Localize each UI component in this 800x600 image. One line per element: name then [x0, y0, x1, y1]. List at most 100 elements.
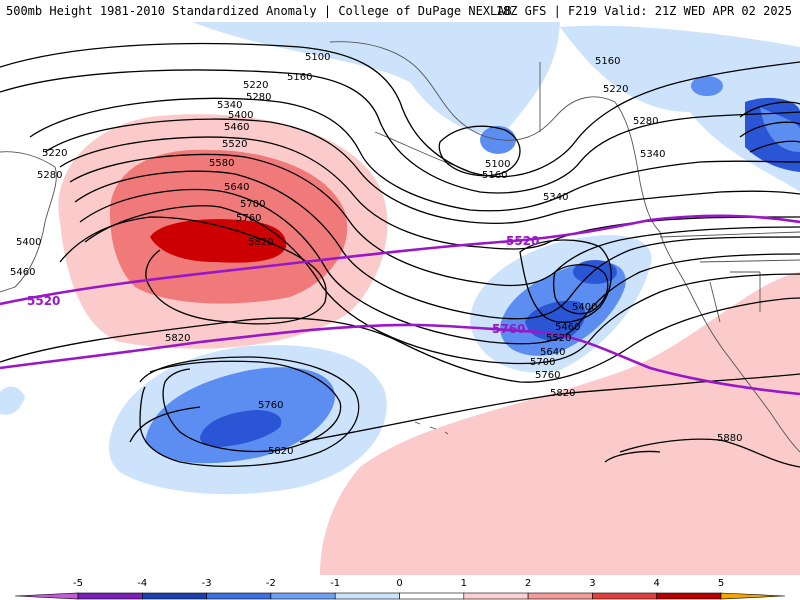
contour-label: 5280: [37, 170, 62, 181]
contour-label: 5820: [550, 388, 575, 399]
anomaly-negative-dark: [573, 260, 617, 284]
contour-label: 5160: [287, 72, 312, 83]
legend-tick-label: -1: [330, 578, 340, 589]
contour-5760: [0, 323, 800, 396]
contour-5520: [0, 214, 800, 306]
contour-line: [438, 125, 521, 177]
contour-label: 5220: [603, 84, 628, 95]
contour-label: 5220: [243, 80, 268, 91]
legend-swatch: [656, 592, 722, 600]
contour-label: 5280: [633, 116, 658, 127]
contour-label: 5820: [165, 333, 190, 344]
map-title: 500mb Height 1981-2010 Standardized Anom…: [6, 4, 512, 18]
state-borders: [659, 231, 800, 323]
contour-label: 5580: [209, 158, 234, 169]
legend-swatch: [142, 592, 207, 600]
contour-line: [79, 188, 800, 345]
legend-swatch: [592, 592, 658, 600]
legend-swatch: [77, 592, 143, 600]
contour-line: [69, 153, 800, 287]
contour-label: 5400: [572, 302, 597, 313]
map-header: 500mb Height 1981-2010 Standardized Anom…: [0, 0, 800, 22]
legend-swatch: [334, 592, 400, 600]
contour-line: [74, 170, 800, 320]
contour-label: 5100: [305, 52, 330, 63]
contour-line: [129, 373, 800, 443]
contour-line: [44, 118, 800, 225]
legend-ticks: -5 -4 -3 -2 -1 0 1 2 3 4 5: [73, 578, 724, 589]
anomaly-negative-light: [192, 22, 560, 134]
contour-line: [0, 69, 800, 194]
contour-line: [552, 264, 609, 315]
contour-label: 5700: [530, 357, 555, 368]
contour-label: 5280: [246, 92, 271, 103]
contour-label: 5400: [228, 110, 253, 121]
contour-label: 5460: [224, 122, 249, 133]
contour-label: 5460: [555, 322, 580, 333]
contour-label: 5820: [248, 237, 273, 248]
legend-tick-label: -3: [202, 578, 212, 589]
anomaly-negative-dark: [200, 410, 282, 447]
contour-label: 5820: [268, 446, 293, 457]
legend-tick-label: 3: [589, 578, 595, 589]
contour-line: [0, 297, 800, 383]
contour-label: 5340: [640, 149, 665, 160]
contour-label: 5880: [717, 433, 742, 444]
contour-label: 5220: [42, 148, 67, 159]
contour-label: 5160: [482, 170, 507, 181]
contour-label: 5700: [240, 199, 265, 210]
legend-swatch: [399, 592, 465, 600]
color-legend: -5 -4 -3 -2 -1 0 1 2 3 4 5: [0, 575, 800, 600]
contour-label: 5520: [546, 333, 571, 344]
legend-tick-label: 2: [525, 578, 531, 589]
contour-label: 5520: [222, 139, 247, 150]
contour-label: 5340: [217, 100, 242, 111]
legend-svg: -5 -4 -3 -2 -1 0 1 2 3 4 5: [14, 578, 786, 600]
contour-label: 5760: [258, 400, 283, 411]
contour-label: 5400: [16, 237, 41, 248]
legend-tick-label: 5: [718, 578, 724, 589]
contour-label: 5160: [595, 56, 620, 67]
contour-line: [139, 356, 360, 467]
valid-time: 18Z GFS | F219 Valid: 21Z WED APR 02 202…: [495, 4, 792, 18]
anomaly-shading: [0, 22, 800, 575]
anomaly-negative-dark: [525, 300, 586, 341]
highlight-label: 5520: [506, 234, 539, 248]
contour-line: [0, 42, 800, 178]
contour-label: 5760: [535, 370, 560, 381]
anomaly-positive-dark: [150, 219, 287, 263]
anomaly-negative-mid: [691, 76, 723, 96]
anomaly-positive-light: [320, 272, 800, 575]
legend-swatch: [270, 592, 336, 600]
anomaly-negative-light: [0, 386, 25, 415]
highlight-label: 5520: [27, 294, 60, 308]
legend-tick-label: -2: [266, 578, 276, 589]
anomaly-negative-mid: [480, 126, 516, 154]
contour-line: [519, 239, 612, 323]
hawaii-islands: [414, 421, 449, 435]
contour-label: 5340: [543, 192, 568, 203]
legend-tick-label: -4: [137, 578, 147, 589]
contour-label: 5640: [540, 347, 565, 358]
highlight-label: 5760: [492, 322, 525, 336]
legend-swatch: [463, 592, 529, 600]
highlight-contours: [0, 214, 800, 396]
legend-arrow-right: [720, 592, 786, 600]
legend-tick-label: 0: [396, 578, 402, 589]
contour-line: [84, 205, 800, 365]
legend-tick-label: 1: [461, 578, 467, 589]
contour-label: 5760: [236, 213, 261, 224]
contour-line: [29, 97, 800, 212]
legend-swatch: [206, 592, 272, 600]
contour-line: [604, 438, 800, 468]
anomaly-negative-light: [560, 25, 800, 192]
legend-bars: [14, 592, 786, 600]
contour-label: 5460: [10, 267, 35, 278]
legend-tick-label: -5: [73, 578, 83, 589]
map-svg: 5100 5160 5220 5280 5340 5400 5460 5520 …: [0, 22, 800, 575]
contour-labels: 5100 5160 5220 5280 5340 5400 5460 5520 …: [10, 52, 742, 457]
legend-tick-label: 4: [654, 578, 660, 589]
weather-map: 5100 5160 5220 5280 5340 5400 5460 5520 …: [0, 22, 800, 575]
asia-coast: [0, 151, 57, 293]
contour-label: 5640: [224, 182, 249, 193]
